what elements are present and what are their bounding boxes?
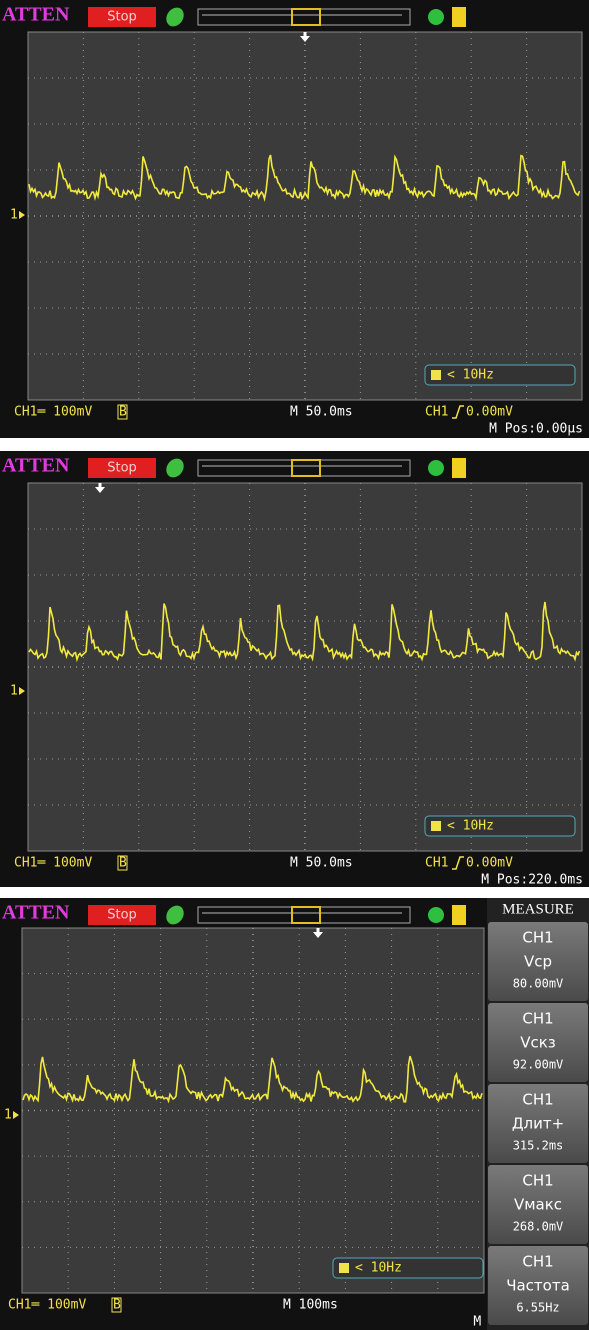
measure-label: Vср (524, 953, 552, 971)
usb-icon (428, 9, 444, 25)
bw-icon: B (119, 405, 127, 420)
position: M Pos:0.00µs (489, 422, 583, 437)
timebase: M 50.0ms (290, 856, 353, 871)
scope-screen: 1 ATTEN Stop < 10Hz CH1═ 100mV B M 50.0ms CH1 0.… (0, 0, 589, 438)
timebase: M 100ms (283, 1298, 338, 1313)
usb-icon (428, 907, 444, 923)
usb-icon (428, 460, 444, 476)
trigger-source: CH1 (425, 856, 448, 871)
brand: ATTEN (2, 4, 70, 26)
measure-channel: CH1 (522, 1091, 553, 1109)
measure-channel: CH1 (522, 1253, 553, 1271)
measure-label: Vмакс (514, 1196, 562, 1214)
frequency: < 10Hz (447, 368, 494, 383)
status: Stop (107, 461, 137, 476)
trigger-level: 0.00mV (466, 405, 513, 420)
measure-value: 80.00mV (513, 977, 564, 991)
timebase: M 50.0ms (290, 405, 353, 420)
trigger-level: 0.00mV (466, 856, 513, 871)
status: Stop (107, 908, 137, 923)
channel-marker: 1 (4, 1108, 12, 1123)
measure-channel: CH1 (522, 1010, 553, 1028)
measure-channel: CH1 (522, 929, 553, 947)
status: Stop (107, 10, 137, 25)
storage-icon (452, 7, 466, 27)
measure-label: Частота (506, 1277, 570, 1295)
brand: ATTEN (2, 455, 70, 477)
measure-value: 315.2ms (513, 1139, 564, 1153)
measure-value: 92.00mV (513, 1058, 564, 1072)
measure-label: Vскз (520, 1034, 556, 1052)
measure-title: MEASURE (502, 901, 574, 917)
scope-screen: 1 ATTEN Stop < 10Hz CH1═ 100mV B M 50.0ms CH1 0.… (0, 451, 589, 888)
measure-value: 268.0mV (513, 1220, 564, 1234)
oscilloscope-screens: 1 ATTEN Stop < 10Hz CH1═ 100mV B M 50.0ms CH1 0.… (0, 0, 589, 1330)
frequency: < 10Hz (355, 1261, 402, 1276)
frequency-icon (431, 821, 441, 831)
position: M Pos:220.0ms (481, 873, 583, 888)
bw-icon: B (113, 1298, 121, 1313)
ch1-scale: CH1═ 100mV (14, 405, 92, 420)
channel-marker: 1 (10, 208, 18, 223)
frequency-icon (339, 1263, 349, 1273)
channel-marker: 1 (10, 684, 18, 699)
ch1-scale: CH1═ 100mV (14, 856, 92, 871)
bw-icon: B (119, 856, 127, 871)
frequency-icon (431, 370, 441, 380)
trigger-source: CH1 (425, 405, 448, 420)
ch1-scale: CH1═ 100mV (8, 1298, 86, 1313)
storage-icon (452, 458, 466, 478)
measure-channel: CH1 (522, 1172, 553, 1190)
measure-label: Длит+ (512, 1115, 564, 1133)
brand: ATTEN (2, 902, 70, 924)
storage-icon (452, 905, 466, 925)
measure-value: 6.55Hz (516, 1301, 559, 1315)
frequency: < 10Hz (447, 819, 494, 834)
